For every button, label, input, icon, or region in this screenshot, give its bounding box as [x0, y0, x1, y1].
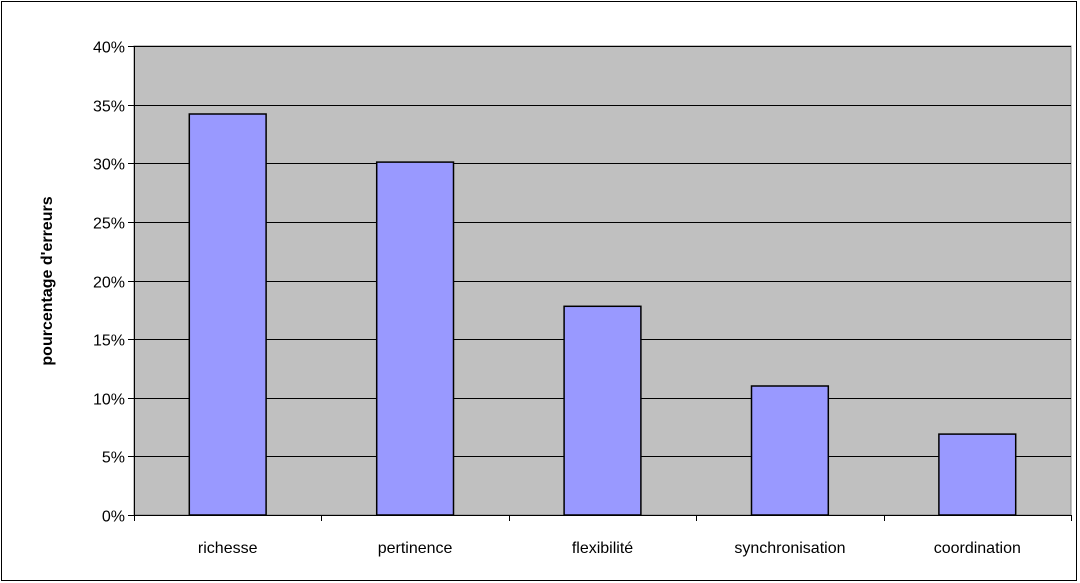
y-tick-label: 15% [93, 333, 125, 350]
x-tick-label: pertinence [378, 540, 453, 557]
bar-4 [938, 433, 1017, 516]
bars [188, 113, 1017, 516]
bar-3 [750, 385, 830, 516]
y-tick-label: 25% [93, 216, 125, 233]
x-tick-label: synchronisation [734, 540, 845, 557]
y-tick-label: 30% [93, 157, 125, 174]
y-axis: 0% 5% 10% 15% 20% 25% 30% 35% 40% [93, 40, 135, 526]
y-tick-label: 5% [102, 450, 125, 467]
bar-0 [188, 113, 267, 516]
bar-1 [375, 161, 455, 516]
y-tick-label: 10% [93, 392, 125, 409]
y-tick-label: 20% [93, 275, 125, 292]
y-axis-title: pourcentage d'erreurs [39, 196, 56, 365]
x-tick-label: coordination [934, 540, 1021, 557]
y-tick-label: 35% [93, 99, 125, 116]
bar-2 [563, 305, 642, 516]
x-axis: richesse pertinence flexibilité synchronisa… [134, 515, 1072, 557]
x-tick-label: flexibilité [572, 540, 633, 557]
y-tick-label: 0% [102, 509, 125, 526]
x-tick-label: richesse [198, 540, 258, 557]
y-tick-label: 40% [93, 40, 125, 57]
